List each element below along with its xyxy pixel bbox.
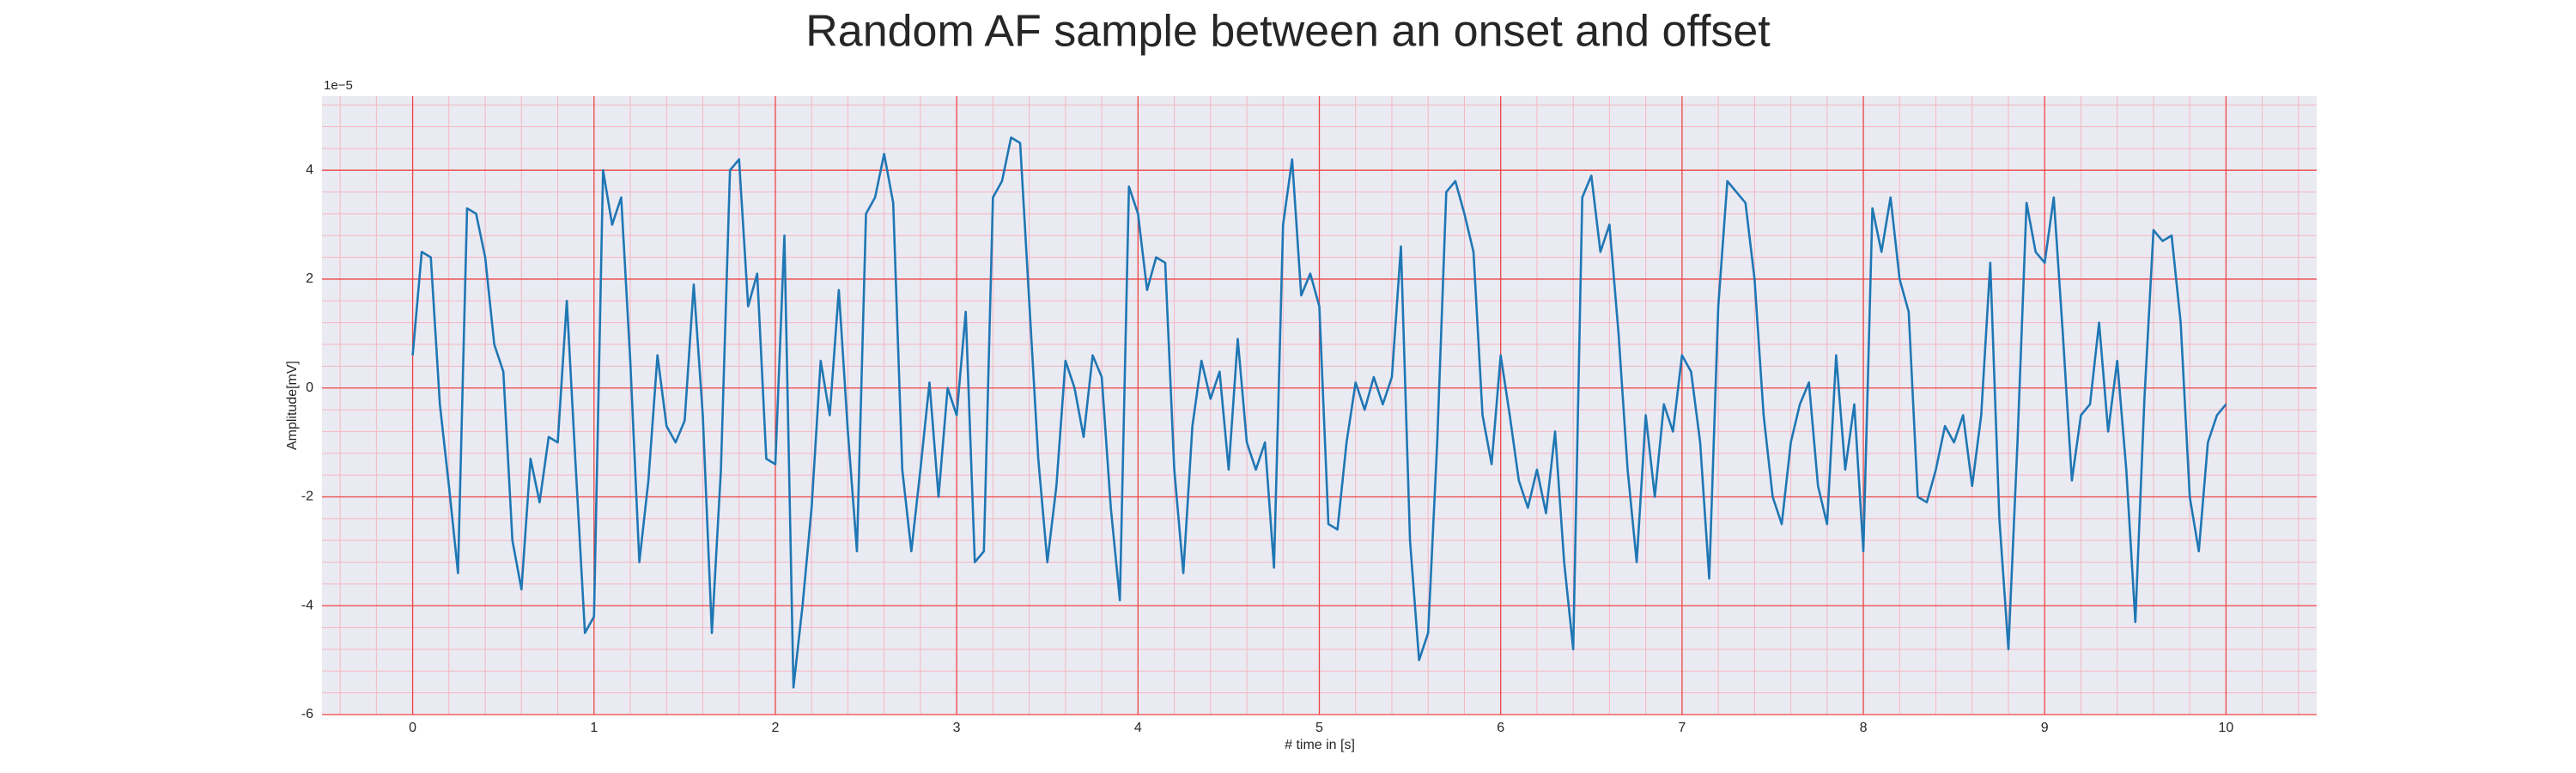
x-tick-label: 9 — [2041, 721, 2049, 735]
x-tick-label: 6 — [1497, 721, 1504, 735]
y-tick-label: 0 — [306, 380, 313, 395]
x-tick-label: 4 — [1134, 721, 1142, 735]
signal-line — [411, 136, 2227, 689]
y-tick-label: 2 — [306, 271, 313, 286]
x-tick-label: 0 — [409, 721, 416, 735]
y-tick-label: -4 — [301, 598, 313, 612]
offset-text: 1e−5 — [324, 78, 353, 93]
x-tick-label: 2 — [772, 721, 780, 735]
x-axis-label: # time in [s] — [1285, 738, 1355, 752]
x-tick-label: 7 — [1678, 721, 1686, 735]
x-tick-label: 3 — [953, 721, 961, 735]
x-tick-label: 5 — [1315, 721, 1323, 735]
x-tick-label: 1 — [590, 721, 598, 735]
y-tick-label: 4 — [306, 162, 313, 177]
x-tick-label: 8 — [1860, 721, 1868, 735]
y-tick-label: -2 — [301, 490, 313, 504]
x-tick-label: 10 — [2219, 721, 2234, 735]
y-axis-label: Amplitude[mV] — [285, 361, 300, 450]
y-tick-label: -6 — [301, 707, 313, 721]
chart-title: Random AF sample between an onset and of… — [805, 7, 1771, 57]
